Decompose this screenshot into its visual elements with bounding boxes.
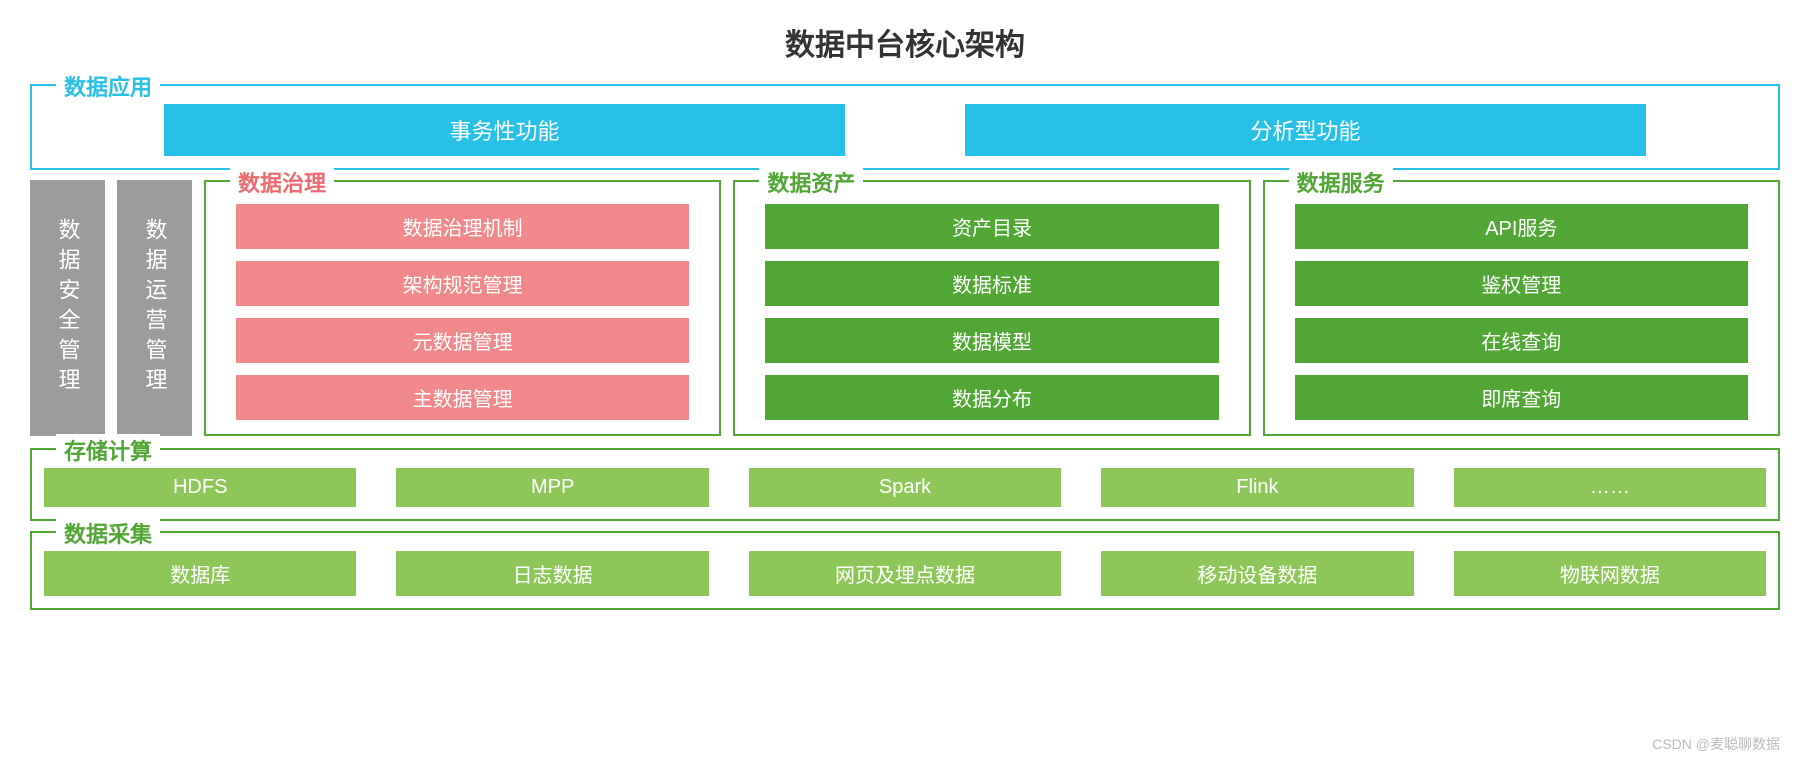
- gov-item: 主数据管理: [236, 375, 689, 420]
- application-section: 数据应用 事务性功能 分析型功能: [30, 84, 1780, 170]
- gov-item: 数据治理机制: [236, 204, 689, 249]
- storage-item: HDFS: [44, 468, 356, 507]
- collect-item: 数据库: [44, 551, 356, 596]
- gov-item: 元数据管理: [236, 318, 689, 363]
- governance-group: 数据治理 数据治理机制 架构规范管理 元数据管理 主数据管理: [204, 180, 721, 436]
- sidebar-ops: 数据运营管理: [117, 180, 192, 436]
- storage-item: ……: [1454, 468, 1766, 507]
- asset-item: 资产目录: [765, 204, 1218, 249]
- service-item: 鉴权管理: [1295, 261, 1748, 306]
- sidebar-security: 数据安全管理: [30, 180, 105, 436]
- watermark: CSDN @麦聪聊数据: [1652, 734, 1780, 754]
- service-item: 即席查询: [1295, 375, 1748, 420]
- service-group: 数据服务 API服务 鉴权管理 在线查询 即席查询: [1263, 180, 1780, 436]
- collect-label: 数据采集: [56, 517, 160, 549]
- asset-item: 数据模型: [765, 318, 1218, 363]
- storage-item: Spark: [749, 468, 1061, 507]
- app-block-analysis: 分析型功能: [965, 104, 1646, 156]
- governance-label: 数据治理: [230, 166, 334, 198]
- middle-row: 数据安全管理 数据运营管理 数据治理 数据治理机制 架构规范管理 元数据管理 主…: [30, 180, 1780, 436]
- asset-label: 数据资产: [759, 166, 863, 198]
- collect-section: 数据采集 数据库 日志数据 网页及埋点数据 移动设备数据 物联网数据: [30, 531, 1780, 610]
- storage-section: 存储计算 HDFS MPP Spark Flink ……: [30, 448, 1780, 521]
- storage-item: MPP: [396, 468, 708, 507]
- storage-item: Flink: [1101, 468, 1413, 507]
- collect-item: 网页及埋点数据: [749, 551, 1061, 596]
- app-block-transaction: 事务性功能: [164, 104, 845, 156]
- page-title: 数据中台核心架构: [30, 20, 1780, 64]
- gov-item: 架构规范管理: [236, 261, 689, 306]
- storage-label: 存储计算: [56, 434, 160, 466]
- collect-item: 日志数据: [396, 551, 708, 596]
- asset-item: 数据标准: [765, 261, 1218, 306]
- asset-item: 数据分布: [765, 375, 1218, 420]
- service-label: 数据服务: [1289, 166, 1393, 198]
- application-label: 数据应用: [56, 70, 160, 102]
- service-item: 在线查询: [1295, 318, 1748, 363]
- collect-item: 物联网数据: [1454, 551, 1766, 596]
- asset-group: 数据资产 资产目录 数据标准 数据模型 数据分布: [733, 180, 1250, 436]
- collect-item: 移动设备数据: [1101, 551, 1413, 596]
- service-item: API服务: [1295, 204, 1748, 249]
